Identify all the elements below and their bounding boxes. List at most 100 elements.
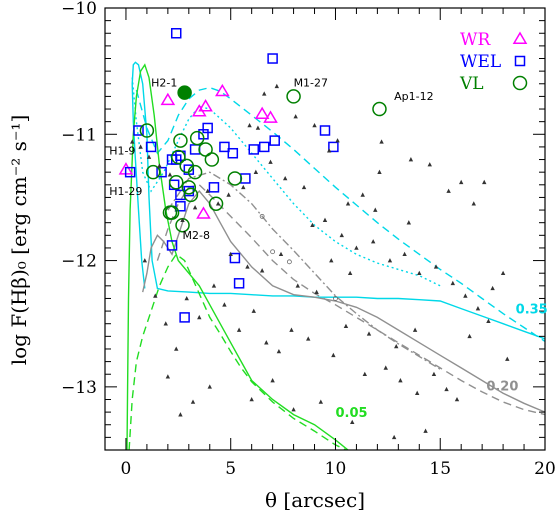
point-field xyxy=(394,343,399,349)
point-wr xyxy=(215,83,230,97)
point-wr xyxy=(160,92,176,106)
point-field xyxy=(314,289,319,294)
point-vl xyxy=(181,180,197,195)
object-label: Ap1-12 xyxy=(394,90,433,103)
point-field xyxy=(247,122,252,128)
y-tick-label: −11 xyxy=(61,125,97,145)
point-field xyxy=(289,327,294,332)
point-field xyxy=(146,154,152,159)
point-field xyxy=(450,280,456,286)
point-field xyxy=(153,293,158,298)
point-field xyxy=(402,251,407,257)
curve-label: 0.20 xyxy=(486,380,518,395)
point-field xyxy=(343,323,349,329)
point-field xyxy=(427,162,432,167)
object-label: H2-1 xyxy=(151,76,177,89)
point-vl xyxy=(139,123,155,138)
point-field xyxy=(241,184,246,190)
point-field xyxy=(318,399,324,404)
point-field xyxy=(331,352,336,358)
point-open-circle-grid xyxy=(333,296,338,301)
point-wr xyxy=(198,99,213,112)
point-vl xyxy=(189,130,205,146)
point-field xyxy=(350,419,355,425)
point-field xyxy=(249,396,254,402)
point-wel xyxy=(258,141,270,153)
point-vl xyxy=(286,89,301,104)
model-curves xyxy=(126,61,545,450)
point-open-circle-grid xyxy=(270,249,276,255)
point-field xyxy=(414,390,420,395)
point-field xyxy=(276,348,282,354)
legend-marker-wr xyxy=(512,31,528,44)
point-field xyxy=(262,91,267,96)
point-field xyxy=(270,378,275,383)
point-field xyxy=(387,258,393,263)
point-field xyxy=(370,239,376,244)
point-field xyxy=(500,270,506,275)
point-field xyxy=(192,205,198,210)
point-field xyxy=(471,201,476,206)
point-wel xyxy=(170,28,182,39)
legend-marker-wel xyxy=(514,55,526,67)
point-field xyxy=(347,270,353,275)
point-wel xyxy=(208,182,220,193)
point-field xyxy=(259,268,265,273)
legend-label-wr: WR xyxy=(460,30,491,50)
point-field xyxy=(454,396,460,402)
point-vl xyxy=(171,149,186,165)
point-field xyxy=(398,378,403,383)
point-field xyxy=(293,114,298,119)
annotations: H2-1 M1-27 Ap1-12 H1-9 H1-29 M2-8 0.35 0.20 0.05 xyxy=(109,76,548,421)
point-field xyxy=(251,308,256,313)
point-field xyxy=(157,163,162,168)
object-label: M2-8 xyxy=(183,229,210,242)
point-field xyxy=(505,356,510,361)
point-wel xyxy=(328,141,339,153)
x-tick-label: 15 xyxy=(429,459,451,479)
point-field xyxy=(167,172,173,177)
plot-frame xyxy=(104,7,546,451)
point-field xyxy=(360,192,365,197)
object-label: H1-9 xyxy=(109,144,135,157)
x-tick-label: 0 xyxy=(121,459,132,479)
point-field xyxy=(291,407,296,412)
point-field xyxy=(433,264,439,269)
point-wel xyxy=(269,135,280,146)
point-vl xyxy=(372,101,387,117)
point-wel xyxy=(175,201,186,212)
point-field xyxy=(190,399,196,404)
point-field xyxy=(322,217,328,222)
point-field xyxy=(264,340,269,345)
point-field xyxy=(431,371,437,377)
point-field xyxy=(482,179,487,185)
point-vl xyxy=(145,164,161,180)
point-field xyxy=(207,384,212,389)
point-field xyxy=(163,321,168,326)
point-field xyxy=(366,331,372,336)
point-field xyxy=(178,412,183,417)
point-wel xyxy=(219,141,230,153)
point-field xyxy=(306,336,311,341)
point-wel xyxy=(166,240,178,251)
point-wel xyxy=(133,125,144,136)
point-vl xyxy=(173,133,188,148)
y-tick-label: −10 xyxy=(61,0,97,19)
point-field xyxy=(197,314,202,320)
point-vl xyxy=(208,196,224,211)
point-field xyxy=(329,258,334,263)
point-wr xyxy=(254,106,270,120)
point-field xyxy=(475,306,481,311)
legend-marker-vl xyxy=(512,75,528,91)
point-vl xyxy=(183,187,199,203)
point-field xyxy=(463,293,468,298)
object-label: M1-27 xyxy=(294,76,328,89)
curve-label: 0.35 xyxy=(516,303,548,318)
point-field xyxy=(236,327,242,332)
x-tick-label: 10 xyxy=(325,459,347,479)
point-field xyxy=(180,217,185,222)
axes-frame: 0 5 10 15 20 −10 −11 −12 −13 xyxy=(61,0,556,479)
point-field xyxy=(383,365,388,370)
